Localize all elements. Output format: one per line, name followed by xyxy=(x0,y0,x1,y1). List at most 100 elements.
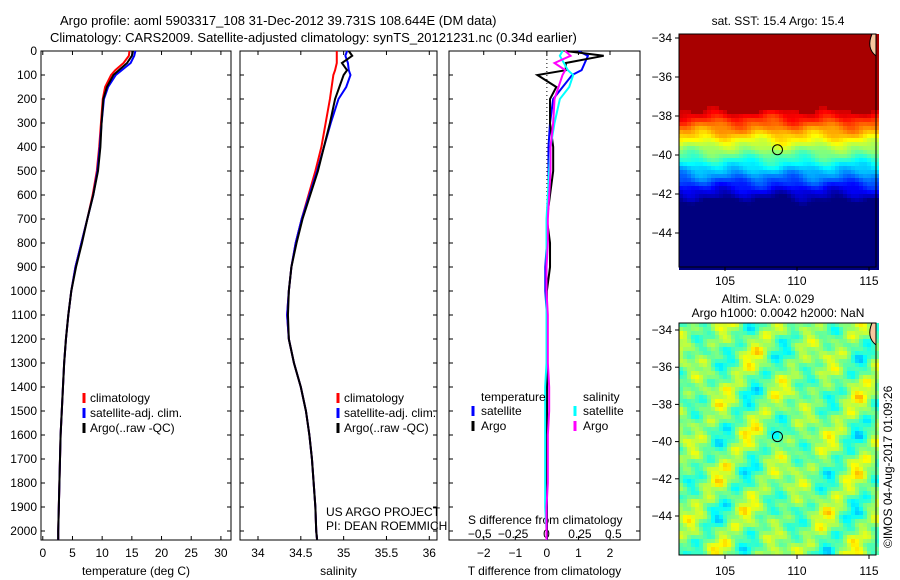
map-cell xyxy=(723,58,727,62)
map-cell xyxy=(711,74,715,78)
map-cell xyxy=(767,331,771,335)
map-cell xyxy=(707,234,711,238)
map-cell xyxy=(723,202,727,206)
map-cell xyxy=(755,335,759,339)
map-cell xyxy=(771,399,775,403)
map-cell xyxy=(771,218,775,222)
map-cell xyxy=(679,463,683,467)
map-cell xyxy=(727,78,731,82)
map-cell xyxy=(683,443,687,447)
map-cell xyxy=(743,339,747,343)
map-cell xyxy=(783,138,787,142)
map-cell xyxy=(875,439,879,443)
map-cell xyxy=(731,443,735,447)
map-cell xyxy=(787,359,791,363)
map-cell xyxy=(751,415,755,419)
map-cell xyxy=(695,114,699,118)
map-cell xyxy=(867,158,871,162)
map-cell xyxy=(703,62,707,66)
map-cell xyxy=(783,70,787,74)
map-cell xyxy=(691,266,695,270)
map-cell xyxy=(703,154,707,158)
map-cell xyxy=(707,459,711,463)
map-cell xyxy=(739,387,743,391)
map-cell xyxy=(727,339,731,343)
map-cell xyxy=(735,102,739,106)
map-cell xyxy=(791,218,795,222)
map-cell xyxy=(759,166,763,170)
map-cell xyxy=(871,134,875,138)
map-cell xyxy=(831,210,835,214)
map-cell xyxy=(771,62,775,66)
map-cell xyxy=(819,242,823,246)
map-cell xyxy=(767,435,771,439)
map-cell xyxy=(679,110,683,114)
map-cell xyxy=(695,162,699,166)
map-cell xyxy=(875,391,879,395)
map-cell xyxy=(799,238,803,242)
map-cell xyxy=(791,206,795,210)
map-cell xyxy=(755,122,759,126)
map-cell xyxy=(823,190,827,194)
map-cell xyxy=(795,110,799,114)
map-cell xyxy=(875,242,879,246)
map-cell xyxy=(755,399,759,403)
map-cell xyxy=(831,178,835,182)
map-cell xyxy=(743,431,747,435)
pi-label: PI: DEAN ROEMMICH xyxy=(326,519,447,533)
map-cell xyxy=(691,174,695,178)
map-cell xyxy=(779,355,783,359)
map-cell xyxy=(687,250,691,254)
map-cell xyxy=(687,242,691,246)
map-cell xyxy=(771,363,775,367)
map-cell xyxy=(743,407,747,411)
map-cell xyxy=(859,134,863,138)
map-cell xyxy=(771,359,775,363)
map-cell xyxy=(811,407,815,411)
map-cell xyxy=(767,122,771,126)
map-cell xyxy=(811,42,815,46)
map-cell xyxy=(719,70,723,74)
map-cell xyxy=(795,355,799,359)
map-cell xyxy=(779,383,783,387)
map-cell xyxy=(703,74,707,78)
map-cell xyxy=(807,331,811,335)
map-cell xyxy=(839,198,843,202)
map-cell xyxy=(783,86,787,90)
map-cell xyxy=(695,94,699,98)
map-cell xyxy=(807,234,811,238)
map-cell xyxy=(751,182,755,186)
map-cell xyxy=(855,238,859,242)
map-cell xyxy=(863,423,867,427)
map-cell xyxy=(803,190,807,194)
map-cell xyxy=(699,451,703,455)
map-cell xyxy=(771,210,775,214)
map-cell xyxy=(819,359,823,363)
map-cell xyxy=(683,78,687,82)
map-cell xyxy=(703,218,707,222)
map-cell xyxy=(787,150,791,154)
map-cell xyxy=(819,38,823,42)
map-cell xyxy=(763,82,767,86)
map-cell xyxy=(807,170,811,174)
map-cell xyxy=(715,230,719,234)
map-cell xyxy=(731,142,735,146)
map-cell xyxy=(767,363,771,367)
map-cell xyxy=(823,443,827,447)
map-cell xyxy=(775,250,779,254)
map-cell xyxy=(695,262,699,266)
map-cell xyxy=(851,222,855,226)
map-cell xyxy=(851,142,855,146)
map-cell xyxy=(711,443,715,447)
map-cell xyxy=(867,439,871,443)
map-cell xyxy=(715,86,719,90)
map-cell xyxy=(731,379,735,383)
map-cell xyxy=(739,427,743,431)
map-cell xyxy=(823,242,827,246)
map-cell xyxy=(679,70,683,74)
map-cell xyxy=(875,134,879,138)
map-cell xyxy=(679,74,683,78)
map-cell xyxy=(815,154,819,158)
map-cell xyxy=(767,118,771,122)
map-cell xyxy=(839,327,843,331)
